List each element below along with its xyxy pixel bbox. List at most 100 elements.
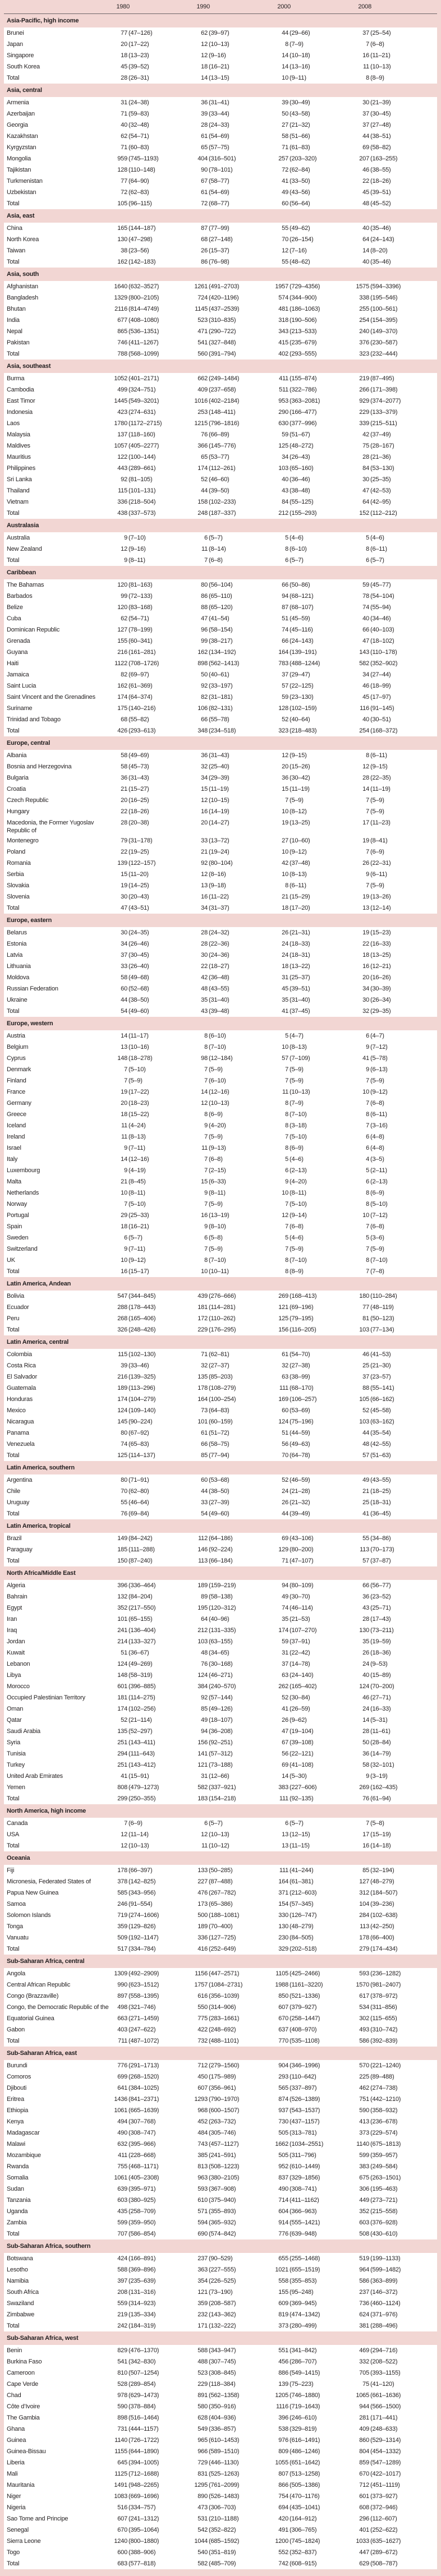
estimate: 125 [117,1452,127,1459]
country-name: Total [7,1557,20,1564]
estimate: 34 [201,775,208,781]
uncertainty-interval: (22–36) [209,941,229,947]
estimate: 12 [121,1831,127,1838]
estimate: 26 [362,1649,369,1656]
value-cell-2000: 552 (352–837) [272,2547,316,2558]
country-name: Total [7,2231,20,2237]
estimate: 582 [197,2560,208,2567]
estimate: 74 [362,604,369,611]
estimate: 104 [359,1901,369,1907]
table-row: Burundi 776 (291–1713) 712 (279–1560) 904 (346… [4,2060,437,2071]
estimate: 29 [121,1212,127,1219]
uncertainty-interval: (110–262) [209,1315,236,1322]
uncertainty-interval: (12–66) [209,1773,229,1780]
uncertainty-interval: (8–11) [128,1190,145,1196]
uncertainty-interval: (7–9) [290,41,304,48]
estimate: 469 [359,2347,369,2354]
uncertainty-interval: (52–68) [128,985,149,992]
estimate: 966 [197,2448,208,2455]
value-cell-2008: 254 (154–395) [352,315,397,326]
estimate: 35 [362,1638,369,1645]
estimate: 31 [201,1773,208,1780]
uncertainty-interval: (7–10) [209,1257,226,1264]
estimate: 14 [362,1717,369,1724]
uncertainty-interval: (51–66) [290,133,310,140]
estimate: 46 [362,167,369,173]
table-row: Honduras 174 (104–279) 164 (100–254) 169 (106–… [4,1394,437,1405]
value-cell-1990: 523 (308–845) [191,2367,236,2379]
value-cell-1990: 10 (10–11) [191,1266,229,1277]
country-name: Nigeria [7,2504,26,2511]
country-name: Italy [7,1156,18,1163]
uncertainty-interval: (78–199) [128,626,153,633]
value-cell-1990: 92 (57–144) [191,1692,232,1703]
uncertainty-interval: (321–746) [128,2004,156,2011]
uncertainty-interval: (366–963) [290,2208,317,2215]
table-row: USA 12 (11–14) 12 (10–13) 13 (12–15) 17 (15–19) [4,1829,437,1840]
uncertainty-interval: (310–835) [209,317,236,324]
uncertainty-interval: (56–104) [209,582,233,588]
uncertainty-interval: (70–400) [209,1923,233,1930]
uncertainty-interval: (8–41) [370,837,388,844]
region-rows: China 165 (144–187) 87 (77–99) 55 (49–62) 40 (35… [4,223,437,268]
region-heading: Asia, south [7,271,39,278]
estimate: 87 [201,225,208,232]
uncertainty-interval: (34–86) [370,1535,391,1542]
table-row: Saint Lucia 162 (61–369) 92 (33–197) 57 (22–12… [4,680,437,692]
uncertainty-interval: (30–51) [370,716,391,723]
uncertainty-interval: (34–46) [370,615,391,622]
uncertainty-interval: (610–1449) [290,2163,320,2170]
table-row: Slovakia 19 (14–25) 13 (9–18) 8 (6–11) 7 (5–9) [4,880,437,891]
estimate: 227 [197,1878,208,1885]
value-cell-1990: 227 (87–488) [191,1876,232,1887]
uncertainty-interval: (21–28) [290,1488,310,1495]
uncertainty-interval: (68–170) [290,1385,314,1391]
country-name: Saudi Arabia [7,1728,40,1735]
value-cell-1990: 1295 (761–2099) [191,2480,239,2491]
region-rows: Belarus 30 (24–35) 28 (24–32) 26 (21–31) 19 (15–… [4,927,437,1017]
table-row: Jamaica 82 (69–97) 50 (40–61) 37 (29–47) 34 (27–… [4,669,437,680]
value-cell-1990: 31 (12–66) [191,1771,229,1782]
value-cell-2008: 8 (5–10) [352,1199,388,1210]
estimate: 71 [201,1351,208,1358]
table-row: Lesotho 588 (369–896) 363 (227–555) 1021 (655–… [4,2264,437,2275]
table-row: Luxembourg 9 (4–19) 7 (2–15) 6 (2–13) 5 (2–11) [4,1165,437,1176]
uncertainty-interval: (227–606) [290,1784,317,1791]
estimate: 601 [359,2493,369,2500]
uncertainty-interval: (401–2171) [128,375,159,382]
estimate: 124 [197,1672,208,1679]
value-cell-1990: 890 (526–1483) [191,2491,239,2502]
uncertainty-interval: (729–4356) [290,283,320,290]
uncertainty-interval: (58–82) [370,144,391,151]
value-cell-2000: 694 (435–1041) [272,2502,320,2513]
uncertainty-interval: (39–50) [209,487,229,494]
value-cell-2008: 46 (41–53) [352,1349,391,1360]
estimate: 111 [279,1385,288,1391]
table-row: China 165 (144–187) 87 (77–99) 55 (49–62) 40 (35… [4,223,437,234]
estimate: 675 [359,2174,369,2181]
uncertainty-interval: (18–102) [370,638,394,644]
uncertainty-interval: (14–79) [370,1750,391,1757]
total-row: Total 711 (487–1072) 732 (488–1101) 770 (535–1… [4,2035,437,2047]
value-cell-1980: 216 (139–325) [111,1371,155,1383]
total-row: Total 12 (10–13) 11 (10–12) 13 (11–15) 16 (14–18… [4,1840,437,1851]
value-cell-2008: 323 (232–444) [352,348,397,360]
value-cell-1980: 127 (78–199) [111,624,152,635]
uncertainty-interval: (15–29) [290,893,310,900]
uncertainty-interval: (15–26) [290,763,310,770]
estimate: 28 [201,941,208,947]
uncertainty-interval: (46–114) [290,1605,313,1611]
uncertainty-interval: (42–53) [370,487,391,494]
estimate: 683 [117,2560,127,2567]
value-cell-2008: 77 (48–119) [352,1302,394,1313]
value-cell-2000: 24 (21–28) [272,1486,310,1497]
uncertainty-interval: (13–23) [128,52,149,59]
uncertainty-interval: (65–120) [209,604,233,611]
estimate: 96 [201,626,208,633]
uncertainty-interval: (62–84) [290,167,310,173]
value-cell-1990: 66 (55–78) [191,714,229,725]
value-cell-2000: 27 (21–32) [272,119,310,131]
estimate: 13 [121,1044,127,1050]
uncertainty-interval: (104–279) [128,1396,156,1403]
estimate: 352 [359,2208,369,2215]
